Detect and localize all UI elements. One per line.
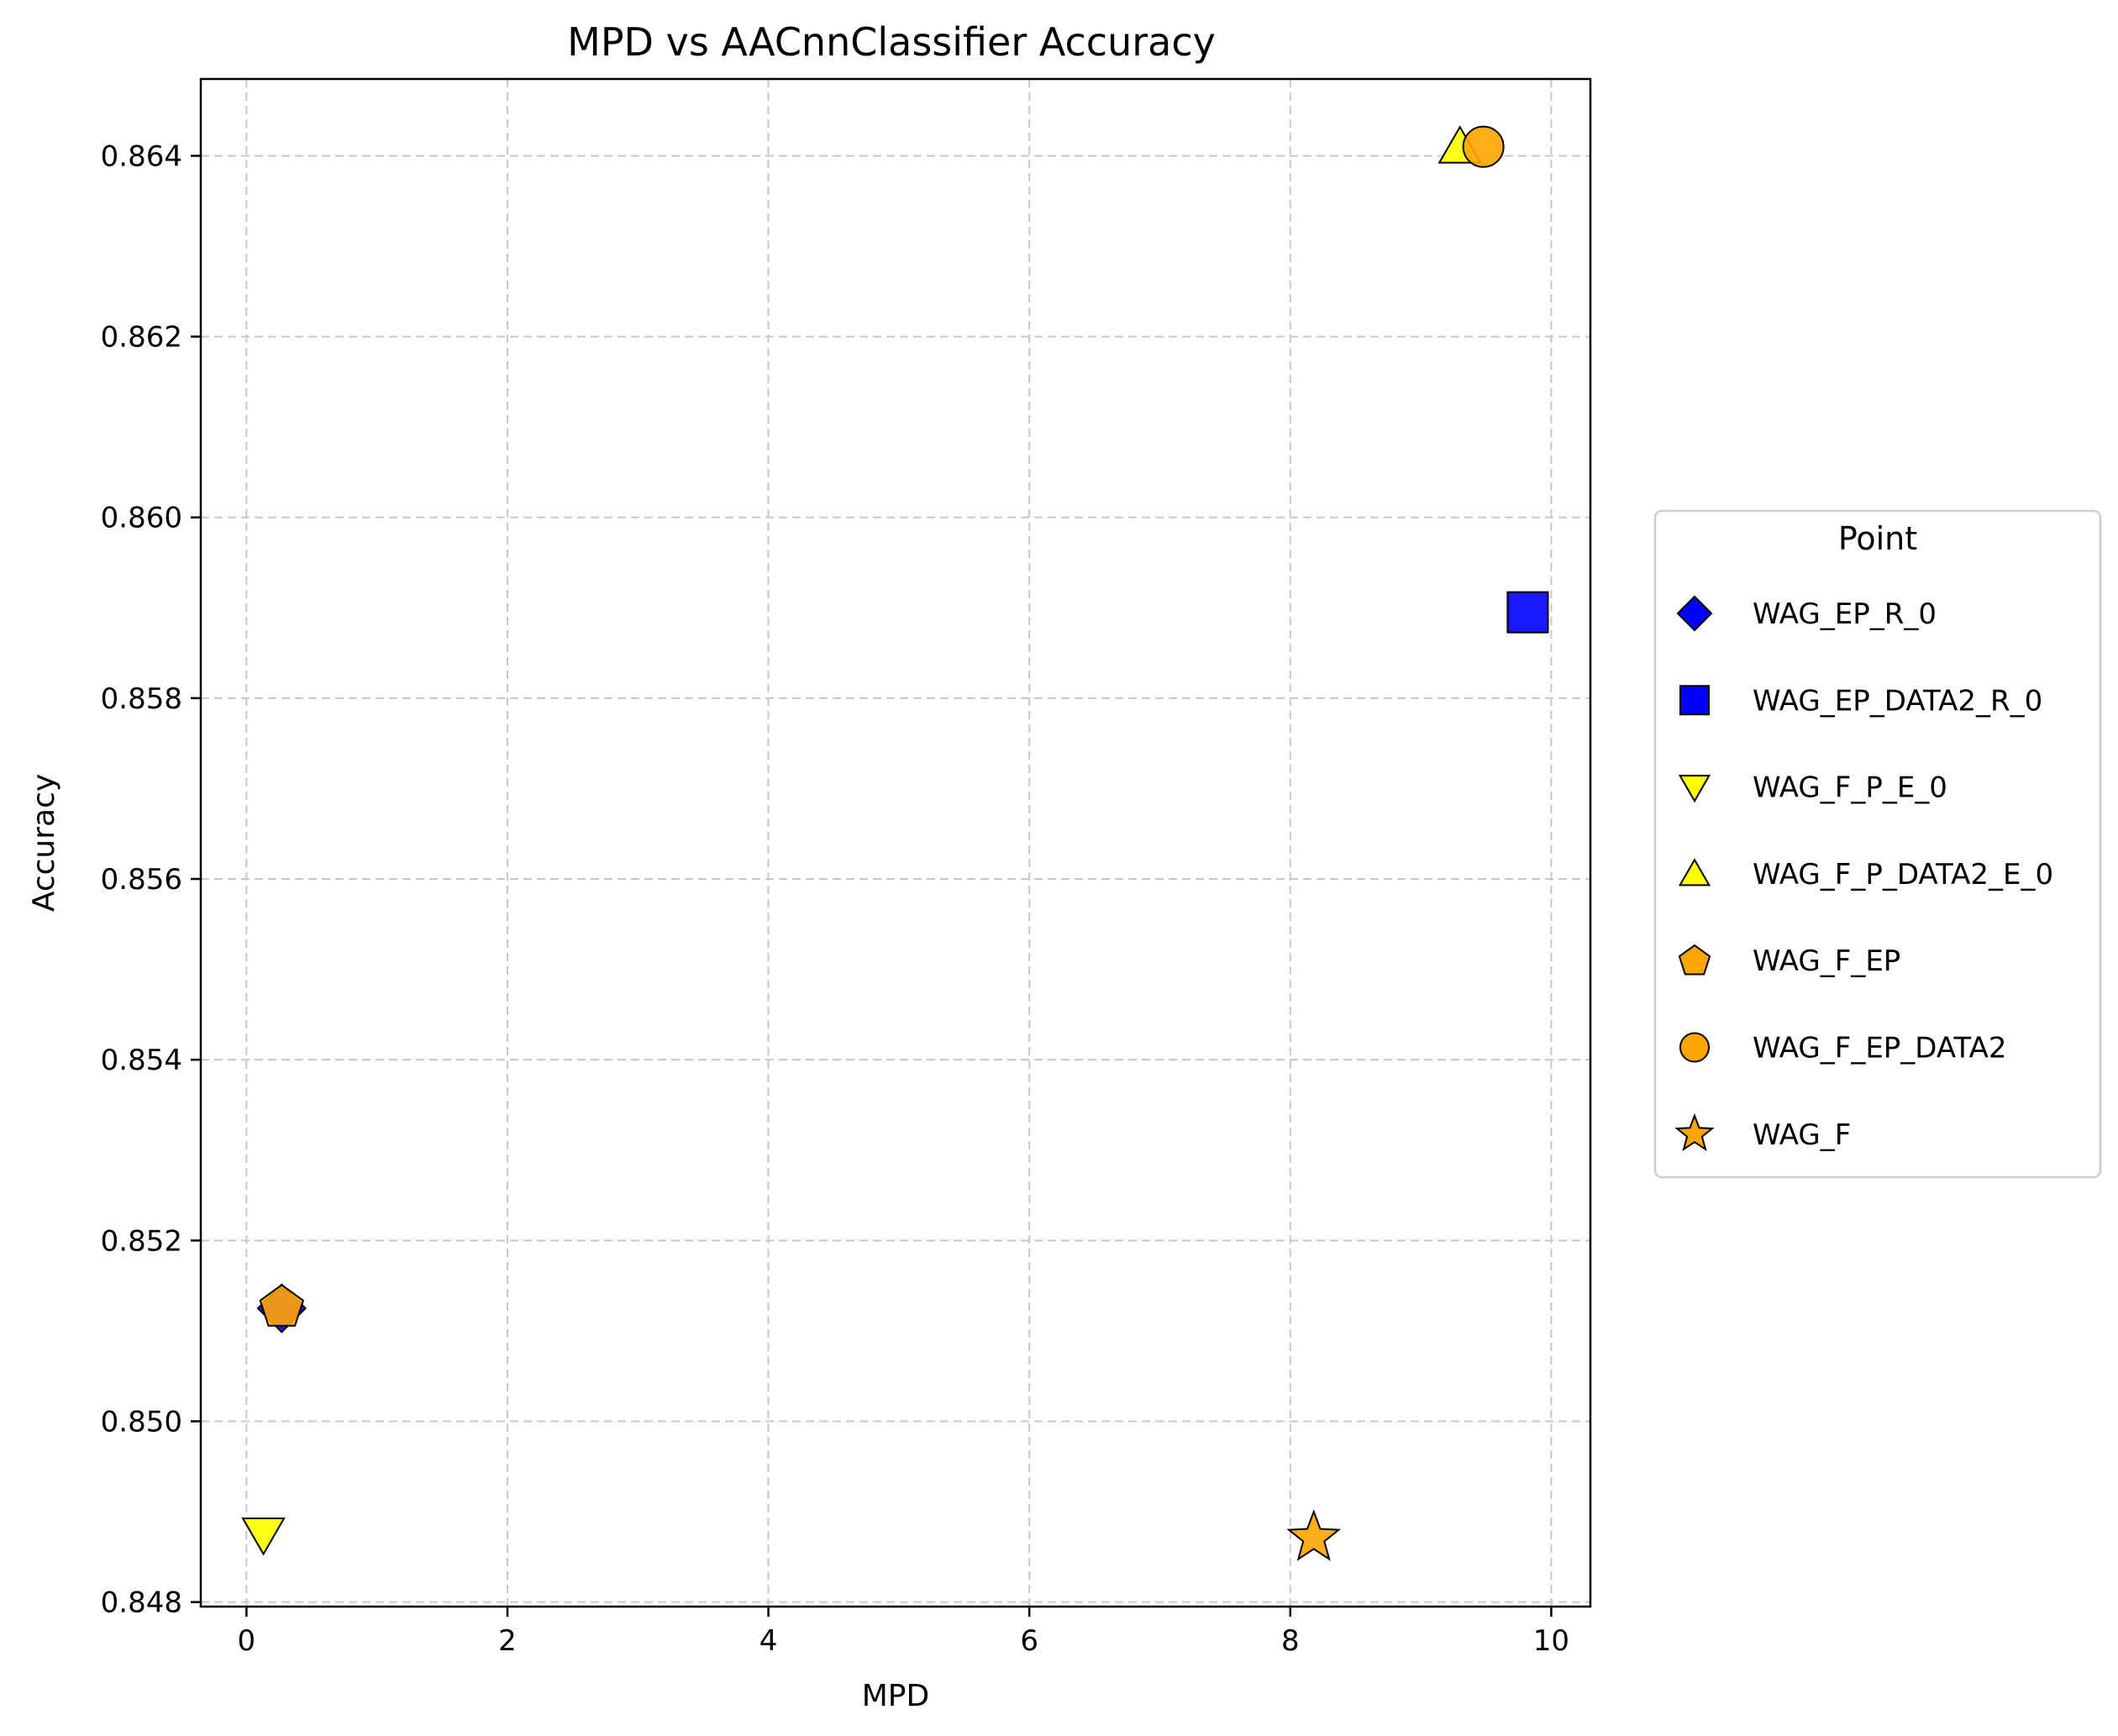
y-axis: 0.848 0.850 0.852 0.854 0.856 0.858 0.860 0.862…	[101, 139, 201, 1620]
legend-label: WAG_F_P_DATA2_E_0	[1753, 858, 2053, 892]
y-tick-label: 0.848	[101, 1586, 182, 1620]
legend-marker-wag-f-p-data2-e-0	[1678, 858, 1711, 886]
x-axis-label: MPD	[862, 1679, 930, 1713]
legend-label: WAG_F_EP_DATA2	[1753, 1032, 2007, 1065]
data-point-wag-f-ep	[259, 1283, 305, 1327]
legend-label: WAG_EP_R_0	[1753, 597, 1937, 631]
x-tick-label: 10	[1533, 1624, 1569, 1658]
legend-marker-wag-f-ep	[1678, 944, 1711, 976]
y-tick-label: 0.860	[101, 502, 182, 535]
legend-title: Point	[1838, 520, 1917, 557]
y-tick-label: 0.864	[101, 139, 182, 173]
y-tick-label: 0.856	[101, 863, 182, 897]
legend-label: WAG_EP_DATA2_R_0	[1753, 684, 2042, 718]
legend-marker-wag-f-ep-data2	[1679, 1032, 1710, 1063]
y-tick-label: 0.862	[101, 321, 182, 355]
chart-title: MPD vs AACnnClassifier Accuracy	[567, 19, 1216, 65]
data-point-wag-f-ep-data2	[1462, 125, 1505, 168]
y-tick-label: 0.852	[101, 1224, 182, 1258]
y-axis-label: Accuracy	[27, 774, 61, 912]
legend-marker-wag-f-p-e-0	[1678, 775, 1711, 803]
legend-label: WAG_F_P_E_0	[1753, 771, 1947, 805]
x-tick-label: 2	[498, 1624, 517, 1658]
x-axis: 0 2 4 6 8 10	[238, 1607, 1569, 1658]
y-tick-label: 0.850	[101, 1405, 182, 1439]
data-points	[241, 125, 1549, 1561]
grid-lines	[201, 79, 1590, 1607]
legend-items: WAG_EP_R_0 WAG_EP_DATA2_R_0 WAG_F_P_E_0 WAG…	[1674, 595, 2053, 1152]
x-tick-label: 0	[238, 1624, 256, 1658]
legend-marker-wag-ep-data2-r-0	[1679, 685, 1710, 716]
y-tick-label: 0.858	[101, 682, 182, 716]
plot-frame	[199, 77, 1592, 1608]
legend-marker-wag-f	[1674, 1113, 1715, 1151]
legend: Point WAG_EP_R_0 WAG_EP_DATA2_R_0 WAG_F_P_…	[1653, 509, 2102, 1179]
x-tick-label: 6	[1020, 1624, 1038, 1658]
data-point-wag-f	[1286, 1509, 1342, 1561]
legend-label: WAG_F	[1753, 1118, 1851, 1152]
y-tick-label: 0.854	[101, 1044, 182, 1077]
legend-marker-wag-ep-r-0	[1676, 595, 1713, 632]
legend-label: WAG_F_EP	[1753, 944, 1900, 978]
legend-box	[1653, 509, 2102, 1179]
data-point-wag-ep-data2-r-0	[1506, 591, 1549, 634]
x-tick-label: 4	[759, 1624, 778, 1658]
data-point-wag-f-p-e-0	[241, 1517, 286, 1556]
x-tick-label: 8	[1281, 1624, 1300, 1658]
